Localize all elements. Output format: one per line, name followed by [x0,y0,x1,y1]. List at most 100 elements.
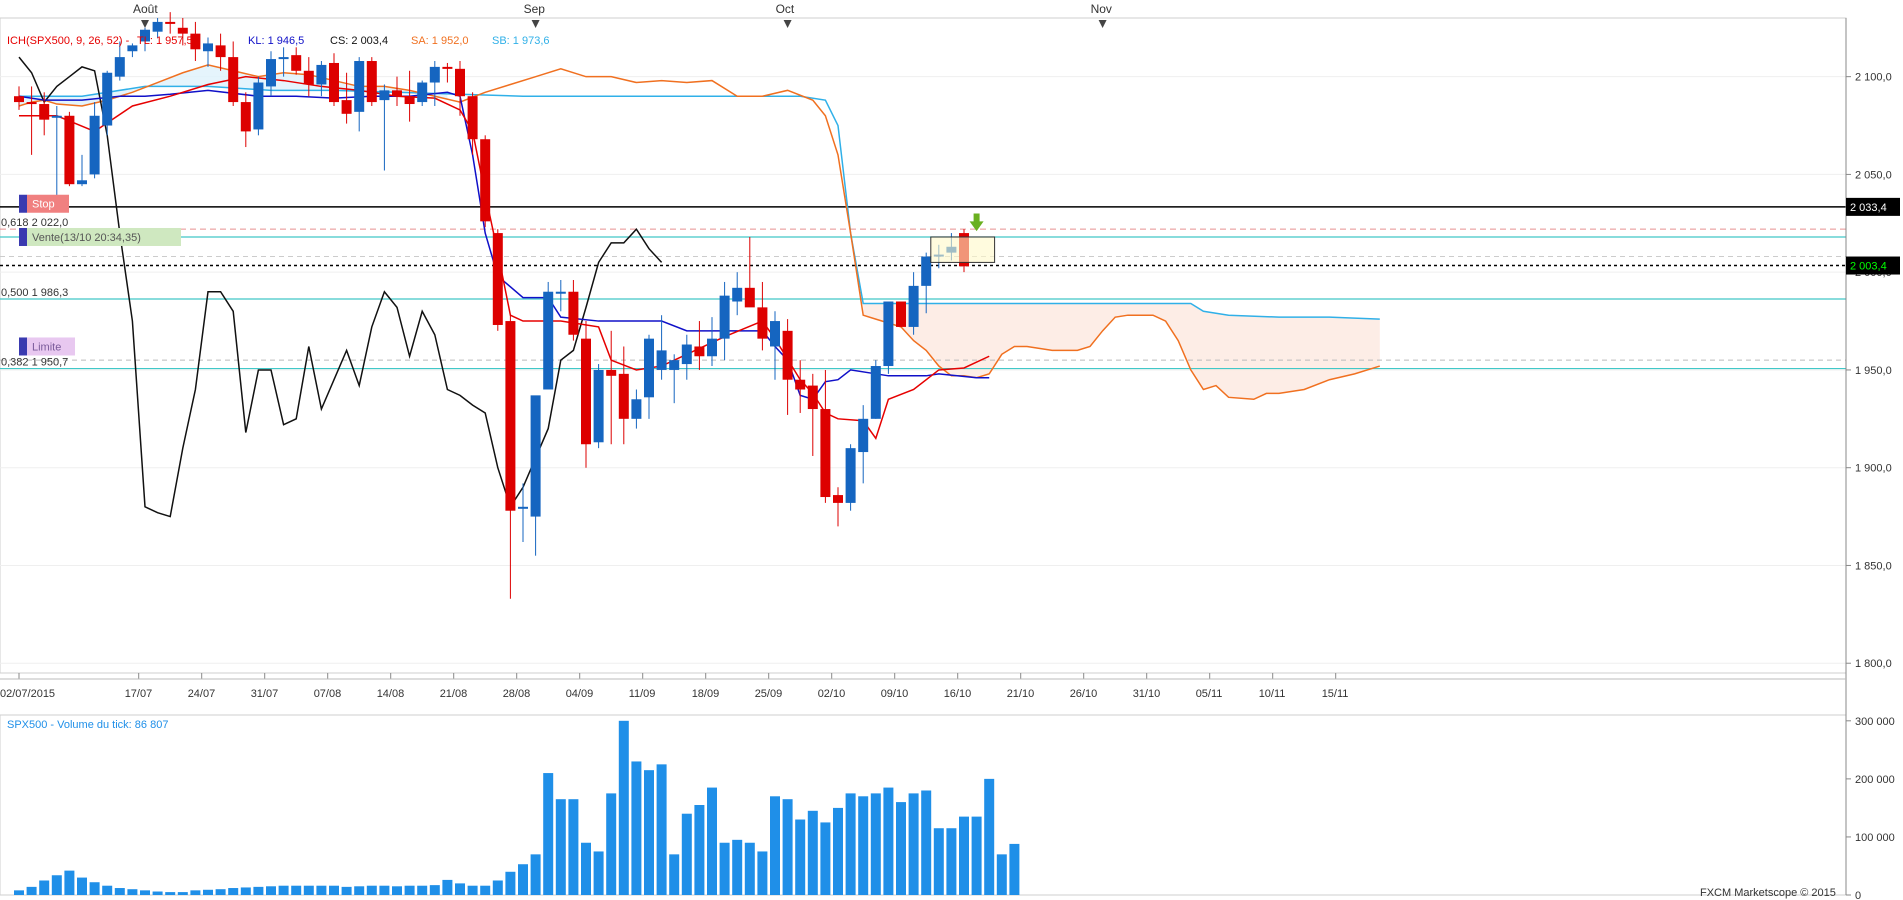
date-tick-label: 31/10 [1133,688,1161,700]
month-marker [531,20,540,28]
candle-body [329,62,339,103]
volume-bar [656,764,667,895]
volume-bar [480,885,491,895]
volume-bar [379,885,390,895]
grid [0,76,1846,664]
candle-body [455,68,465,97]
volume-bar [228,888,239,895]
limit-tag-label: Limite [32,341,61,353]
candle-body [140,29,150,42]
date-tick-label: 02/07/2015 [0,688,55,700]
entry-tag-bg [27,227,181,246]
candle-body [341,100,352,114]
candle-body [215,45,226,58]
volume-bar [1009,843,1020,895]
volume-bar [530,854,541,895]
volume-bar [707,787,717,895]
volume-bar [921,790,932,895]
volume-bar [354,886,365,895]
volume-bar [833,807,843,895]
future-cloud [863,303,1380,400]
candle-body [757,307,768,339]
candle-body [669,360,680,370]
candle-body [392,90,402,97]
month-label: Août [133,2,158,16]
candle-body [291,55,302,71]
price-tick-label: 1 900,0 [1855,463,1892,475]
volume-bar [203,889,213,895]
volume-bar [114,888,125,895]
candle-body [656,350,667,370]
candle-body [606,369,617,376]
volume-bar [555,799,566,895]
volume-bar [631,761,642,895]
stop-tag-handle [19,194,27,213]
volume-tick-label: 300 000 [1855,716,1895,728]
volume-bar [329,885,339,895]
candle-body [228,57,239,103]
volume-bar [568,799,579,895]
month-label: Nov [1091,2,1112,16]
candle-body [278,57,289,60]
volume-bar [505,871,516,895]
candle-body [795,379,806,390]
volume-bar [845,793,856,895]
candle-body [770,321,780,347]
volume-bar [429,885,440,895]
candle-body [908,285,919,327]
order-overlay[interactable]: Stop Vente(13/10 20:34,35) Limite 2 033,4 2 … [19,194,1900,356]
candle-body [530,395,541,517]
volume-bar [278,885,289,895]
volume-bar [933,828,944,895]
volume-bar [757,851,768,895]
candle-body [883,301,894,367]
date-tick-label: 24/07 [188,688,216,700]
entry-tag-handle [19,227,27,246]
volume-bar [820,822,831,895]
month-marker [141,20,149,28]
volume-bar [177,892,188,895]
volume-bar [266,886,276,895]
volume-bar [455,883,465,895]
candle-body [896,301,906,327]
candle-body [152,21,163,32]
price-tick-label: 2 050,0 [1855,169,1892,181]
candle-body [379,90,390,101]
fib-618-label: 0,618 2 022,0 [1,217,68,229]
candle-body [14,96,24,103]
candle-body [404,96,415,105]
month-label: Oct [776,2,795,16]
kl-label: KL: 1 946,5 [248,35,304,47]
ichimoku-lines [18,56,1381,518]
volume-bar [770,796,780,895]
date-tick-label: 07/08 [314,688,342,700]
sb-label: SB: 1 973,6 [492,35,550,47]
candle-body [845,448,856,503]
candle-body [354,61,365,112]
volume-bar [719,842,730,895]
date-tick-label: 21/08 [440,688,468,700]
ich-label: ICH(SPX500, 9, 26, 52) - [7,35,130,47]
kijun-line [18,89,990,401]
stop-price-badge-bg [1846,197,1900,216]
limit-tag-handle [19,337,27,356]
month-marker [1098,20,1107,28]
volume-bar [77,877,87,895]
volume-bar [593,851,604,895]
volume-bar [996,854,1007,895]
volume-bar [618,720,629,895]
date-tick-label: 10/11 [1259,688,1286,700]
volume-bar [694,805,705,895]
candle-body [127,45,138,52]
volume-bar [946,828,957,895]
volume-bar [858,796,869,895]
volume-bar [795,819,806,895]
candle-body [51,115,62,118]
volume-bar [303,885,314,895]
stop-price-badge: 2 033,4 [1850,202,1887,214]
fib-500-label: 0,500 1 986,3 [1,287,68,299]
date-tick-label: 05/11 [1196,688,1223,700]
candle-body [266,59,276,87]
